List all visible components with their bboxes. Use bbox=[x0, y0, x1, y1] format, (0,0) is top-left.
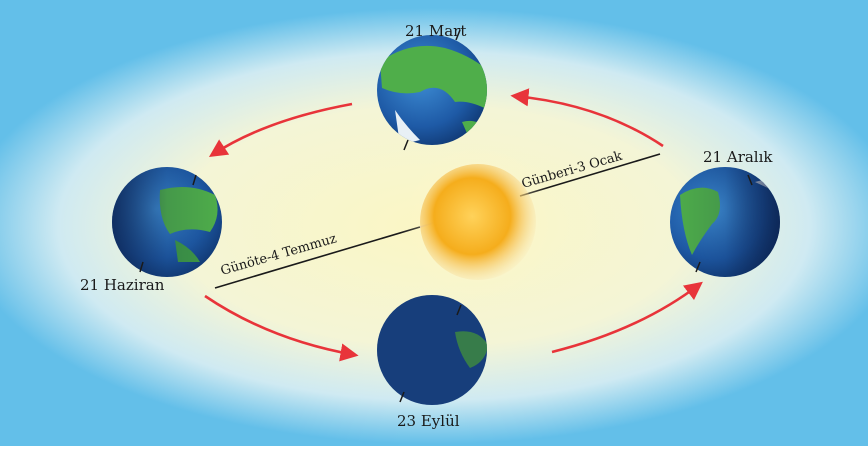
label-december: 21 Aralık bbox=[703, 148, 773, 166]
aphelion-line bbox=[214, 226, 421, 289]
label-june: 21 Haziran bbox=[80, 276, 165, 294]
label-march: 21 Mart bbox=[405, 22, 467, 40]
orbit-arrow-icon bbox=[204, 88, 703, 362]
earth-icon bbox=[377, 295, 487, 405]
bottom-strip bbox=[0, 446, 868, 453]
arrow-march-to-june bbox=[208, 102, 353, 158]
arrow-june-to-september bbox=[204, 294, 359, 362]
label-september: 23 Eylül bbox=[397, 412, 460, 430]
arrow-december-to-march bbox=[510, 88, 664, 148]
sun-icon bbox=[400, 144, 556, 300]
arrow-september-to-december bbox=[551, 281, 703, 354]
earth-icon bbox=[670, 167, 780, 277]
earth-icon bbox=[112, 167, 222, 277]
